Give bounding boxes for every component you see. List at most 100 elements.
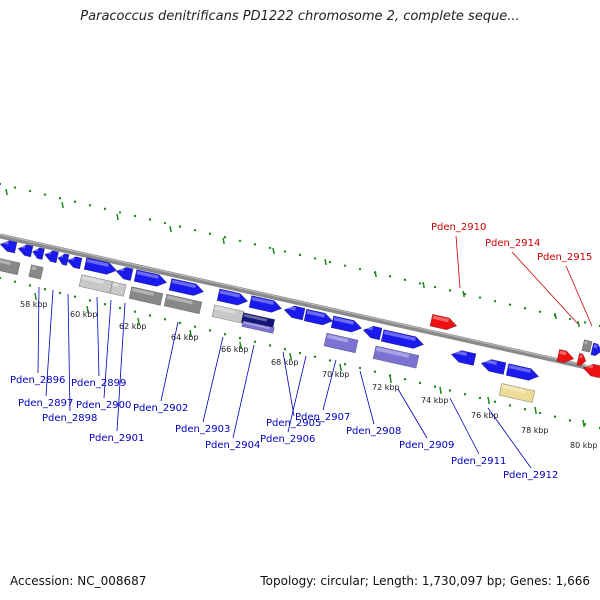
leader-line [103,299,112,399]
inner-ruler-dot [28,284,32,287]
rna-feature [429,314,458,330]
scale-label: 72 kbp [372,383,400,392]
leader-line [511,251,579,325]
cds-feature [168,278,205,296]
rna-feature [576,352,587,367]
gene-label: Pden_2905 [266,418,321,429]
cds-feature-shape [380,329,424,349]
cds-feature-shape [0,240,18,254]
repeat-feature [372,345,420,369]
gene-label: Pden_2903 [175,424,230,435]
pseudo-feature-shape [0,257,21,275]
outer-ruler-dot [268,246,272,250]
leader-line [322,359,337,411]
cds-feature-shine [364,325,374,331]
inner-ruler-dot [493,400,497,403]
outer-ruler-dot [58,197,62,200]
outer-ruler-dot [298,253,302,257]
scale-tick [487,396,490,405]
cds-feature [505,363,540,381]
gene-label: Pden_2910 [431,222,486,233]
outer-ruler-dot [253,243,257,246]
inner-ruler-dot [118,306,122,310]
pseudo-feature [128,286,164,306]
inner-ruler-dot [13,280,17,283]
gene-label: Pden_2900 [76,400,131,411]
inner-ruler-dot [43,288,47,291]
scale-label: 64 kbp [171,333,199,342]
inner-ruler-dot [433,385,437,388]
map-title: Paracoccus denitrificans PD1222 chromoso… [80,9,520,24]
cds-feature-shape [590,342,600,357]
outer-ruler-dot [148,218,152,221]
label-leaders [37,235,593,469]
cds-feature [480,358,507,375]
scale-tick [439,386,442,395]
misc-feature-shine [214,306,235,314]
inner-ruler-dot [193,325,197,328]
outer-ruler-dot [343,264,347,267]
cds-feature-shine [251,296,274,305]
pseudo-feature-shape [163,293,203,315]
cds-feature-shine [383,330,416,342]
outer-ruler-dot [43,193,47,196]
cds-feature-shine [33,247,39,252]
cds-feature-shine [1,240,9,245]
outer-ruler-dot [538,310,542,313]
scale-tick [289,352,292,361]
inner-ruler-dot [508,404,512,407]
leader-line [487,407,532,469]
leader-line [282,351,295,417]
outer-ruler-dot [478,296,482,299]
cds-feature-shine [508,364,531,373]
inner-ruler-dot [523,408,527,411]
pseudo-feature-shine [584,340,588,345]
inner-ruler-dot [73,295,77,298]
leader-line [116,302,126,432]
leader-line [455,235,461,289]
rna-feature-shape [429,314,458,330]
outer-ruler-dot [28,189,32,193]
rna-feature [556,349,575,363]
cds-feature-shine [333,317,354,325]
outer-ruler-dot [388,275,392,278]
leader-line [449,397,480,455]
cds-feature-shine [306,310,325,318]
gene-label: Pden_2911 [451,456,506,467]
backbone [0,233,600,373]
gene-label: Pden_2901 [89,433,144,444]
cds-feature-shine [19,244,26,249]
scale-label: 78 kbp [521,426,549,435]
cds-feature [283,305,306,321]
inner-ruler-dot [328,359,332,362]
cds-feature [0,240,18,254]
leader-line [96,296,100,377]
misc-feature [109,281,127,297]
cds-feature-shape [248,295,283,313]
gene-label: Pden_2896 [10,375,65,386]
scale-label: 62 kbp [119,322,147,331]
outer-ruler-dot [283,250,287,253]
outer-tick [222,237,225,245]
cds-feature-shape [216,288,249,306]
misc-feature [78,274,114,294]
cds-feature [133,269,168,287]
outer-ruler-dot [523,307,527,310]
outer-tick [169,225,172,233]
cds-feature [248,295,283,313]
rna-feature [582,363,600,379]
cds-feature [362,325,383,341]
rna-feature-shine [559,350,567,356]
inner-ruler-dot [178,321,182,325]
cds-feature [590,342,600,357]
cds-feature-shine [68,256,75,261]
outer-ruler-dot [493,299,497,303]
outer-tick [422,281,425,289]
backbone-line [0,233,600,373]
cds-feature-shape [505,363,540,381]
inner-ruler-dot [0,276,2,280]
outer-ruler-dot [88,204,92,207]
scale-tick [189,329,192,338]
pseudo-feature-shine [0,258,11,266]
